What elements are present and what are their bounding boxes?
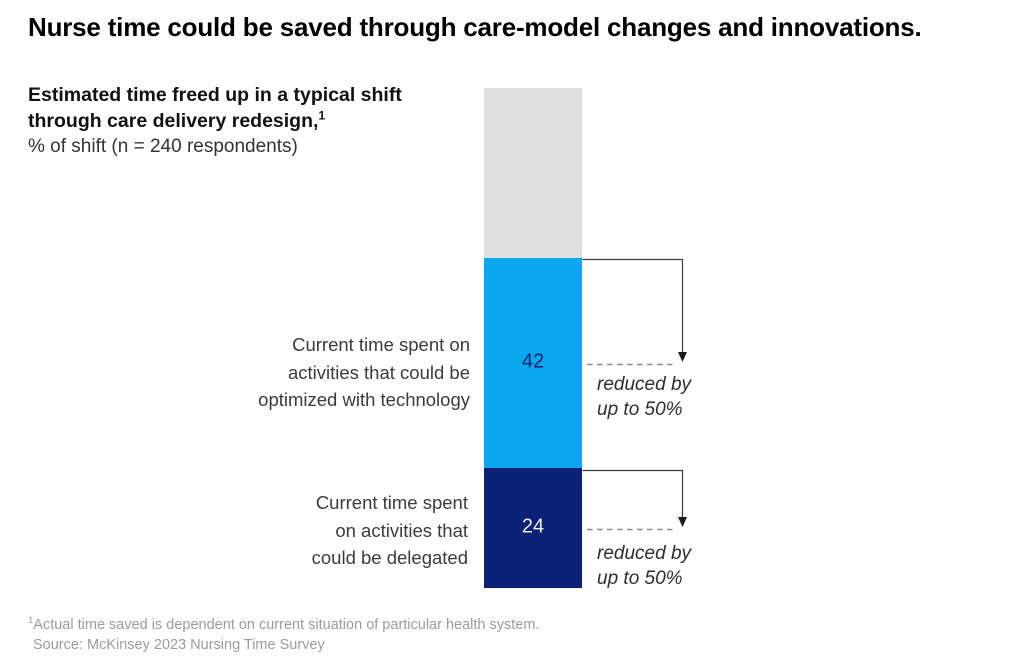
chart-subtitle-line2: through care delivery redesign,1 bbox=[28, 108, 326, 133]
chart-subtitle: Estimated time freed up in a typical shi… bbox=[28, 82, 458, 160]
footnote-marker: 1 bbox=[28, 615, 34, 627]
arrowhead-down-icon bbox=[678, 517, 687, 527]
bar-segment-delegate: 24 bbox=[484, 468, 582, 588]
bar-segment-remaining bbox=[484, 88, 582, 258]
category-label-delegate: Current time spent on activities that co… bbox=[311, 492, 468, 568]
bar-value-optimize: 42 bbox=[521, 350, 545, 373]
chart-unit-label: % of shift (n = 240 respondents) bbox=[28, 136, 298, 157]
category-label-optimize: Current time spent on activities that co… bbox=[258, 334, 470, 410]
chart-subtitle-line1: Estimated time freed up in a typical shi… bbox=[28, 84, 402, 106]
source-line: Source: McKinsey 2023 Nursing Time Surve… bbox=[33, 637, 325, 653]
stacked-bar: 42 24 bbox=[484, 88, 582, 588]
annotation-optimize: reduced by up to 50% bbox=[597, 374, 692, 420]
bar-segment-optimize: 42 bbox=[484, 258, 582, 468]
subtitle-footnote-marker: 1 bbox=[318, 108, 326, 123]
page-title: Nurse time could be saved through care-m… bbox=[28, 12, 922, 42]
arrowhead-down-icon bbox=[678, 352, 687, 362]
bracket-delegate bbox=[582, 469, 687, 531]
annotation-delegate: reduced by up to 50% bbox=[597, 543, 692, 589]
bar-value-delegate: 24 bbox=[521, 515, 545, 538]
bracket-optimize bbox=[582, 258, 687, 366]
footnote: 1Actual time saved is dependent on curre… bbox=[28, 615, 728, 655]
footnote-line: 1Actual time saved is dependent on curre… bbox=[28, 615, 540, 633]
